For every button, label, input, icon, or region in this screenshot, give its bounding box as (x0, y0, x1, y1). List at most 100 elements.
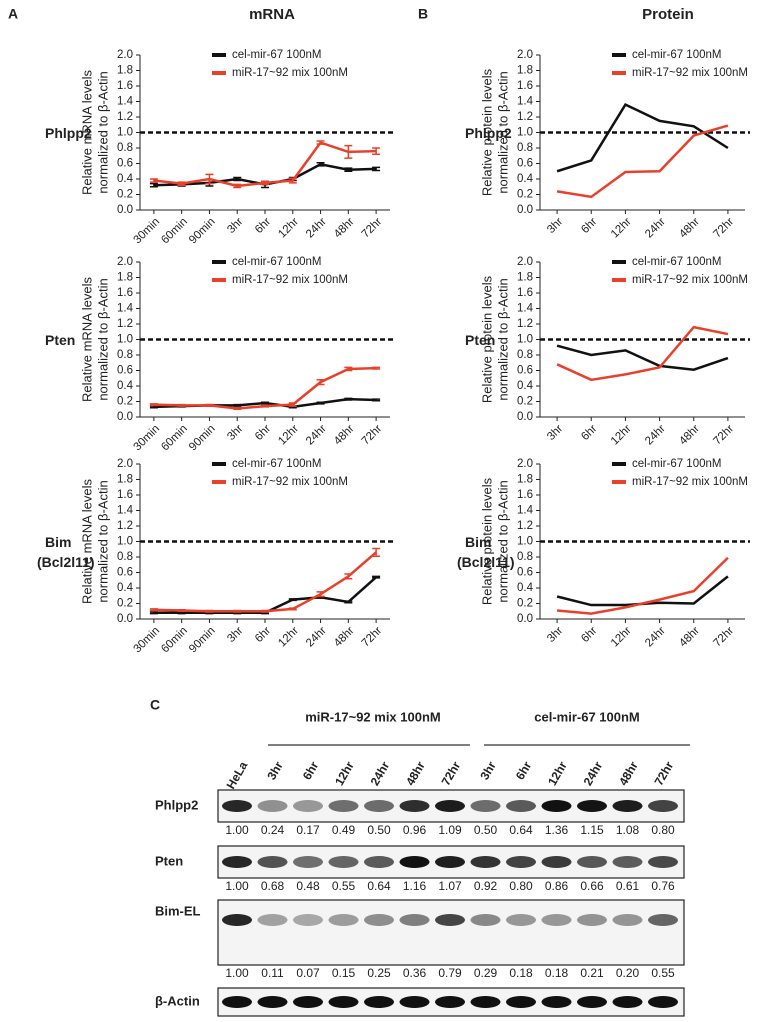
x-tick-label: 72hr (711, 625, 736, 650)
legend-label: cel-mir-67 100nM (632, 256, 721, 268)
band (612, 856, 643, 868)
lane-label: 6hr (300, 759, 322, 782)
band (577, 856, 607, 868)
y-axis-label: Relative protein levels (479, 477, 494, 605)
legend-label: cel-mir-67 100nM (632, 458, 721, 470)
x-tick-label: 90min (187, 625, 218, 656)
x-tick-label: 72hr (711, 423, 736, 448)
line (153, 141, 377, 188)
x-tick-label: 90min (187, 216, 218, 247)
x-tick-label: 72hr (360, 625, 385, 650)
x-tick-label: 30min (132, 423, 163, 454)
quant-label: 1.36 (545, 823, 569, 837)
quant-label: 0.36 (403, 966, 427, 980)
legend-label: miR-17~92 mix 100nM (232, 274, 348, 286)
y-tick-label: 0.2 (117, 189, 133, 201)
y-axis-label: normalized to β-Actin (495, 71, 510, 193)
quant-label: 0.64 (509, 823, 533, 837)
band (541, 996, 572, 1008)
row-label: Bim (45, 534, 71, 550)
panel-title: Protein (642, 6, 694, 23)
y-tick-label: 0.0 (517, 613, 533, 625)
line (556, 556, 729, 615)
x-tick-label: 6hr (253, 625, 273, 645)
band (470, 800, 501, 812)
error-bar (288, 607, 297, 611)
x-tick-label: 6hr (253, 423, 273, 443)
x-tick-label: 60min (159, 423, 190, 454)
row-label: (Bcl2l11) (37, 554, 95, 570)
row-label: Pten (155, 853, 183, 868)
error-bar (288, 598, 297, 602)
error-bar (344, 573, 353, 580)
band (257, 800, 288, 812)
band (470, 996, 501, 1008)
y-tick-label: 1.8 (117, 474, 133, 486)
quant-label: 0.80 (651, 823, 675, 837)
band (328, 996, 359, 1008)
y-tick-label: 1.6 (517, 489, 533, 501)
quant-label: 0.17 (296, 823, 320, 837)
error-bar (316, 591, 325, 598)
band (257, 914, 288, 926)
y-axis-label: normalized to β-Actin (95, 278, 110, 400)
band (293, 996, 323, 1008)
error-bar (177, 181, 186, 186)
error-bar (344, 397, 353, 401)
y-tick-label: 1.4 (517, 96, 534, 108)
error-bar (233, 183, 242, 189)
y-axis-label: normalized to β-Actin (495, 278, 510, 400)
legend-label: miR-17~92 mix 100nM (632, 67, 748, 79)
error-bar (372, 575, 381, 579)
error-bar (149, 178, 158, 183)
x-tick-label: 6hr (579, 216, 599, 236)
band (293, 914, 323, 926)
x-tick-label: 6hr (579, 423, 599, 443)
quant-label: 1.08 (616, 823, 640, 837)
y-tick-label: 1.6 (117, 287, 133, 299)
error-bar (261, 180, 269, 186)
y-tick-label: 1.4 (117, 505, 134, 517)
y-tick-label: 0.4 (517, 582, 534, 594)
y-tick-label: 2.0 (117, 49, 133, 61)
panel-letter: C (150, 697, 160, 713)
x-tick-label: 3hr (545, 216, 565, 236)
quant-label: 0.86 (545, 879, 569, 893)
y-tick-label: 0.2 (517, 396, 533, 408)
y-tick-label: 1.2 (117, 318, 133, 330)
band (612, 914, 643, 926)
y-tick-label: 1.2 (117, 111, 133, 123)
error-bar (205, 403, 214, 407)
legend-label: miR-17~92 mix 100nM (232, 476, 348, 488)
quant-label: 0.55 (651, 966, 675, 980)
quant-label: 0.61 (616, 879, 640, 893)
quant-label: 0.50 (474, 823, 498, 837)
x-tick-label: 24hr (643, 423, 668, 448)
lane-label: 3hr (264, 759, 286, 782)
band (222, 800, 252, 812)
quant-label: 0.24 (261, 823, 285, 837)
y-tick-label: 0.4 (117, 380, 134, 392)
error-bar (177, 608, 186, 612)
x-tick-label: 48hr (332, 625, 357, 650)
y-tick-label: 0.8 (517, 349, 533, 361)
y-tick-label: 0.6 (517, 158, 533, 170)
y-tick-label: 1.2 (117, 520, 133, 532)
x-tick-label: 6hr (253, 216, 273, 236)
band (222, 996, 252, 1008)
row-label: Bim (465, 534, 491, 550)
group-label: miR-17~92 mix 100nM (305, 709, 440, 724)
y-tick-label: 1.4 (517, 505, 534, 517)
legend-label: cel-mir-67 100nM (232, 458, 321, 470)
lane-label: HeLa (224, 759, 251, 792)
error-bar (316, 379, 325, 386)
quant-label: 1.09 (438, 823, 462, 837)
error-bar (344, 366, 353, 372)
quant-label: 0.29 (474, 966, 498, 980)
quant-label: 0.66 (580, 879, 604, 893)
quant-label: 0.21 (580, 966, 604, 980)
y-tick-label: 0.0 (117, 411, 133, 423)
error-bar (288, 402, 297, 407)
panel-letter: B (418, 6, 428, 22)
y-tick-label: 1.2 (517, 111, 533, 123)
